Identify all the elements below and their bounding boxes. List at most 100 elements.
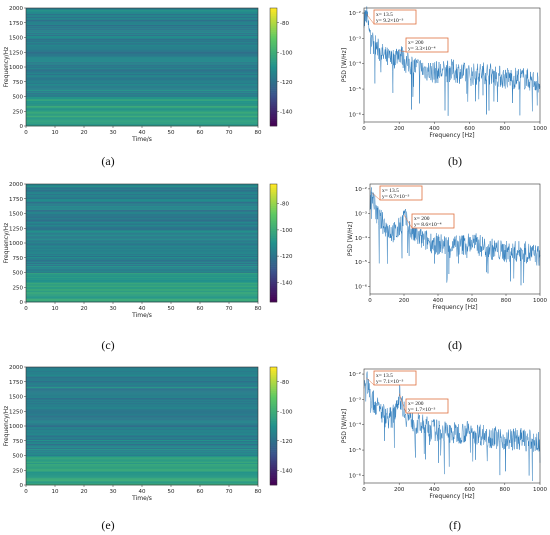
spectrogram-band xyxy=(26,420,258,422)
colorbar-segment xyxy=(270,258,277,261)
spectrogram-band xyxy=(26,265,258,267)
colorbar-segment xyxy=(270,461,277,464)
colorbar-segment xyxy=(270,92,277,95)
colorbar-frame xyxy=(269,183,278,303)
annotation-y-label: y= 8.6×10⁻⁴ xyxy=(414,222,442,228)
spectrogram-band xyxy=(26,184,258,187)
spectrogram-band xyxy=(26,426,258,428)
spectrogram-band xyxy=(26,99,258,101)
colorbar: -80 -100 -120 -140 xyxy=(269,366,293,486)
colorbar-segment xyxy=(270,203,277,206)
colorbar-segment xyxy=(270,268,277,271)
colorbar-segment xyxy=(270,11,277,15)
colorbar-segment xyxy=(270,288,277,291)
spectrogram-band xyxy=(26,12,258,15)
spectrogram-band xyxy=(26,33,258,35)
colorbar-segment xyxy=(270,300,277,303)
y-tick-label: 10⁻⁴ xyxy=(349,61,362,68)
colorbar-segment xyxy=(270,473,277,476)
y-tick-label: 1500 xyxy=(9,212,23,218)
colorbar-segment xyxy=(270,17,277,21)
colorbar-segment xyxy=(270,96,277,99)
spectrogram-band xyxy=(26,236,258,238)
spectrogram-band xyxy=(26,51,258,53)
spectrogram-band xyxy=(26,387,258,389)
spectrogram-band xyxy=(26,294,258,296)
colorbar-segment xyxy=(270,114,277,117)
x-tick-label: 70 xyxy=(226,306,233,312)
x-tick-label: 0 xyxy=(24,130,28,136)
y-tick-label: 250 xyxy=(13,468,24,474)
annotation-y-label: y= 9.2×10⁻³ xyxy=(376,18,404,24)
spectrogram-band xyxy=(26,58,258,60)
spectrogram-band xyxy=(26,52,258,54)
colorbar-segment xyxy=(270,278,277,281)
colorbar-segment xyxy=(270,61,277,64)
spectrogram-band xyxy=(26,79,258,82)
spectrogram-band xyxy=(26,465,258,467)
spectrogram-band xyxy=(26,63,258,65)
colorbar-segment xyxy=(270,469,277,472)
annotation-box xyxy=(373,370,417,386)
spectrogram-band xyxy=(26,467,258,469)
spectrogram-band xyxy=(26,444,258,446)
spectrogram-band xyxy=(26,65,258,67)
spectrogram-band xyxy=(26,371,258,374)
x-tick-label: 800 xyxy=(500,126,511,132)
y-tick-label: 750 xyxy=(13,256,24,262)
colorbar-segment xyxy=(270,270,277,273)
spectrogram-band xyxy=(26,434,258,437)
spectrogram-band xyxy=(26,258,258,261)
spectrogram-band xyxy=(26,395,258,397)
spectrogram-band xyxy=(26,90,258,92)
x-tick-label: 1000 xyxy=(533,126,547,132)
spectrogram-band xyxy=(26,104,258,106)
colorbar-segment xyxy=(270,408,277,411)
colorbar-segment xyxy=(270,282,277,285)
y-tick-label: 1500 xyxy=(9,395,23,401)
colorbar-segment xyxy=(270,266,277,269)
colorbar-segment xyxy=(270,244,277,248)
spectrogram-band xyxy=(26,384,258,386)
spectrogram-band xyxy=(26,403,258,405)
annotation-y-label: y= 7.1×10⁻³ xyxy=(376,379,404,385)
colorbar-segment xyxy=(270,108,277,111)
spectrogram-band xyxy=(26,196,258,199)
spectrogram-band xyxy=(26,416,258,418)
spectrogram-band xyxy=(26,483,258,485)
colorbar-segment xyxy=(270,104,277,107)
spectrogram-band xyxy=(26,261,258,263)
spectrogram-band xyxy=(26,215,258,217)
colorbar-segment xyxy=(270,49,277,52)
spectrogram-band xyxy=(26,471,258,473)
colorbar-segment xyxy=(270,98,277,101)
spectrogram-band xyxy=(26,11,258,14)
spectrogram-band xyxy=(26,374,258,377)
spectrogram-band xyxy=(26,87,258,89)
colorbar-segment xyxy=(270,223,277,226)
x-tick-label: 600 xyxy=(464,487,475,493)
colorbar-segment xyxy=(270,184,277,187)
caption-e: (e) xyxy=(101,518,115,532)
spectrogram-band xyxy=(26,375,258,378)
spectrogram-band xyxy=(26,252,258,255)
spectrogram-band xyxy=(26,73,258,76)
x-tick-label: 80 xyxy=(255,130,262,136)
spectrogram-band xyxy=(26,37,258,39)
colorbar-segment xyxy=(270,274,277,277)
spectrogram-band xyxy=(26,441,258,444)
spectrogram-band xyxy=(26,414,258,416)
colorbar-segment xyxy=(270,185,277,189)
annotation-x-label: x= 13.5 xyxy=(382,188,399,194)
colorbar-segment xyxy=(270,467,277,470)
annotation-leader xyxy=(372,192,381,201)
x-tick-label: 200 xyxy=(399,298,410,304)
spectrogram-band xyxy=(26,259,258,261)
y-axis-label: Frequency/Hz xyxy=(3,223,10,264)
spectrogram-band xyxy=(26,385,258,387)
spectrogram-band xyxy=(26,424,258,426)
spectrogram-band xyxy=(26,276,258,278)
spectrogram-band xyxy=(26,187,258,190)
spectrogram-band xyxy=(26,17,258,20)
